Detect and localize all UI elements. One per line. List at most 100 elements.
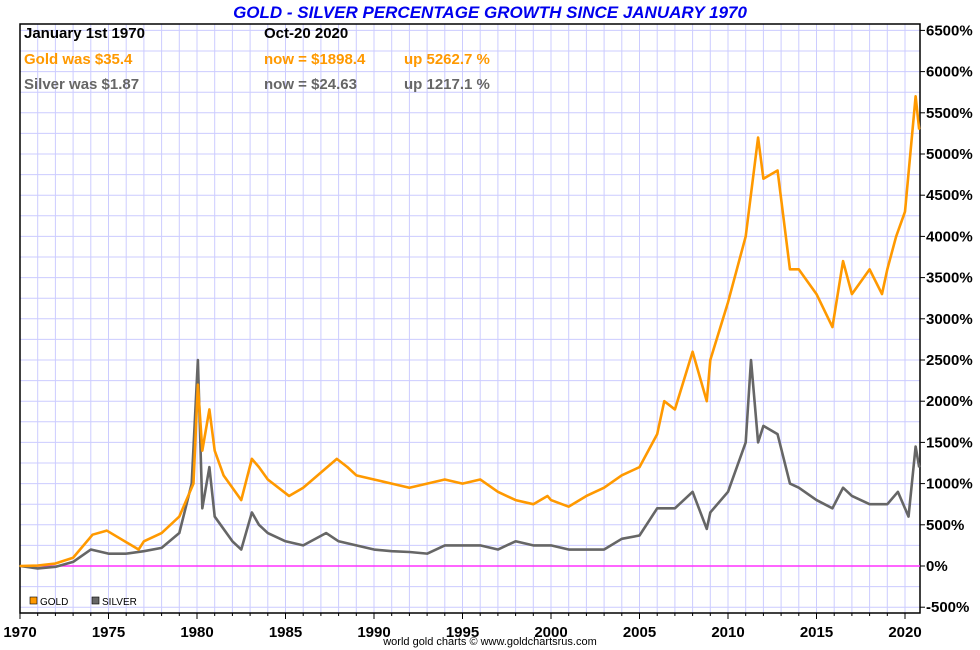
data-point (197, 359, 199, 361)
data-point (373, 548, 375, 551)
y-tick-label: 500% (926, 517, 964, 534)
data-point (815, 499, 818, 501)
data-point (231, 540, 234, 543)
data-point (461, 482, 464, 485)
data-point (178, 532, 181, 534)
data-point (842, 486, 844, 489)
data-point (789, 268, 791, 271)
y-tick-label: 4500% (926, 187, 973, 204)
data-point (705, 528, 708, 530)
data-point (914, 95, 917, 98)
data-point (727, 301, 729, 304)
x-tick-label: 2005 (623, 624, 656, 641)
data-point (603, 486, 605, 489)
data-point (91, 533, 94, 536)
data-point (105, 529, 108, 532)
data-point (444, 478, 446, 481)
y-tick-label: 0% (926, 558, 948, 575)
data-point (789, 482, 791, 485)
y-tick-label: 5500% (926, 105, 973, 122)
y-tick-label: 2000% (926, 393, 973, 410)
series-silver (19, 358, 921, 570)
data-point (709, 359, 712, 361)
data-point (222, 474, 225, 477)
data-point (336, 458, 338, 460)
data-point (213, 515, 216, 518)
data-point (160, 547, 163, 549)
data-point (390, 550, 393, 552)
data-point (532, 503, 535, 506)
data-point (54, 566, 57, 568)
data-point (705, 400, 708, 403)
data-point (408, 551, 411, 553)
data-point (201, 449, 204, 452)
x-tick-label: 1980 (180, 624, 213, 641)
y-tick-label: 6000% (926, 64, 973, 81)
y-tick-label: 3000% (926, 311, 973, 328)
x-tick-label: 1975 (92, 624, 125, 641)
data-point (656, 507, 658, 510)
legend-swatch-silver (91, 596, 100, 605)
credit: world gold charts © www.goldchartsrus.co… (383, 636, 597, 648)
data-point (815, 293, 818, 295)
data-point (798, 268, 800, 271)
data-point (355, 474, 358, 477)
data-point (160, 532, 163, 534)
data-point (444, 544, 446, 547)
data-point (776, 169, 779, 172)
data-point (72, 556, 74, 559)
data-point (674, 507, 676, 510)
data-point (197, 383, 199, 386)
data-point (258, 524, 260, 526)
data-point (691, 491, 694, 493)
data-point (918, 466, 920, 468)
y-tick-label: 1000% (926, 476, 973, 493)
data-point (54, 562, 57, 565)
y-tick-label: 4000% (926, 228, 973, 245)
silver-start: Silver was $1.87 (24, 76, 140, 93)
data-point (408, 486, 411, 489)
data-point (240, 548, 243, 551)
data-point (656, 433, 658, 435)
data-point (603, 548, 605, 551)
data-point (904, 210, 906, 213)
data-point (886, 268, 889, 271)
data-point (355, 544, 358, 547)
x-tick-label: 2015 (800, 624, 833, 641)
data-point (514, 499, 517, 501)
data-point (288, 495, 290, 497)
silver-up: up 1217.1 % (404, 76, 490, 93)
data-point (178, 515, 181, 518)
data-point (897, 491, 899, 493)
data-point (461, 544, 464, 547)
series-line-gold (19, 95, 921, 568)
start-date: January 1st 1970 (24, 25, 145, 42)
x-tick-label: 2000 (534, 624, 567, 641)
data-point (143, 550, 145, 552)
data-point (514, 540, 517, 543)
data-point (621, 474, 623, 477)
data-point (798, 486, 800, 489)
data-point (208, 466, 211, 468)
y-tick-label: 5000% (926, 146, 973, 163)
data-point (201, 507, 204, 510)
x-tick-label: 1990 (357, 624, 390, 641)
data-point (881, 293, 883, 295)
chart-title: GOLD - SILVER PERCENTAGE GROWTH SINCE JA… (233, 3, 747, 22)
data-point (638, 534, 641, 537)
data-point (373, 478, 375, 481)
data-point (638, 466, 641, 468)
data-point (907, 515, 910, 518)
data-point (72, 561, 74, 563)
data-point (744, 235, 747, 238)
y-tick-label: -500% (926, 599, 969, 616)
data-point (240, 499, 243, 501)
data-point (213, 449, 216, 452)
data-point (674, 408, 676, 411)
data-point (762, 425, 765, 427)
data-point (325, 532, 328, 534)
data-point (895, 235, 897, 238)
x-tick-label: 2020 (888, 624, 921, 641)
